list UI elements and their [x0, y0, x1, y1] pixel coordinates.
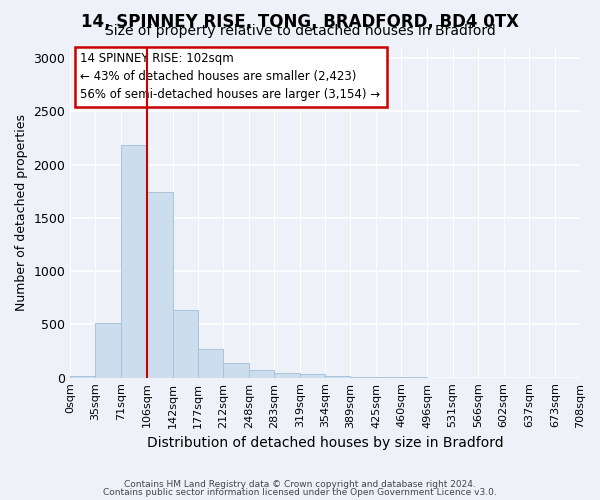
X-axis label: Distribution of detached houses by size in Bradford: Distribution of detached houses by size …: [147, 436, 503, 450]
Bar: [300, 374, 325, 378]
Text: 14, SPINNEY RISE, TONG, BRADFORD, BD4 0TX: 14, SPINNEY RISE, TONG, BRADFORD, BD4 0T…: [81, 12, 519, 30]
Text: Contains public sector information licensed under the Open Government Licence v3: Contains public sector information licen…: [103, 488, 497, 497]
Y-axis label: Number of detached properties: Number of detached properties: [15, 114, 28, 311]
Bar: [274, 373, 300, 378]
Bar: [198, 350, 223, 378]
Text: Contains HM Land Registry data © Crown copyright and database right 2024.: Contains HM Land Registry data © Crown c…: [124, 480, 476, 489]
Bar: [173, 310, 198, 378]
Bar: [325, 376, 350, 378]
Bar: [350, 376, 376, 378]
Bar: [146, 192, 173, 378]
Bar: [70, 376, 95, 378]
Text: Size of property relative to detached houses in Bradford: Size of property relative to detached ho…: [104, 24, 496, 38]
Bar: [223, 364, 249, 378]
Bar: [121, 145, 146, 378]
Text: 14 SPINNEY RISE: 102sqm
← 43% of detached houses are smaller (2,423)
56% of semi: 14 SPINNEY RISE: 102sqm ← 43% of detache…: [80, 52, 380, 102]
Bar: [376, 377, 401, 378]
Bar: [95, 324, 121, 378]
Bar: [249, 370, 274, 378]
